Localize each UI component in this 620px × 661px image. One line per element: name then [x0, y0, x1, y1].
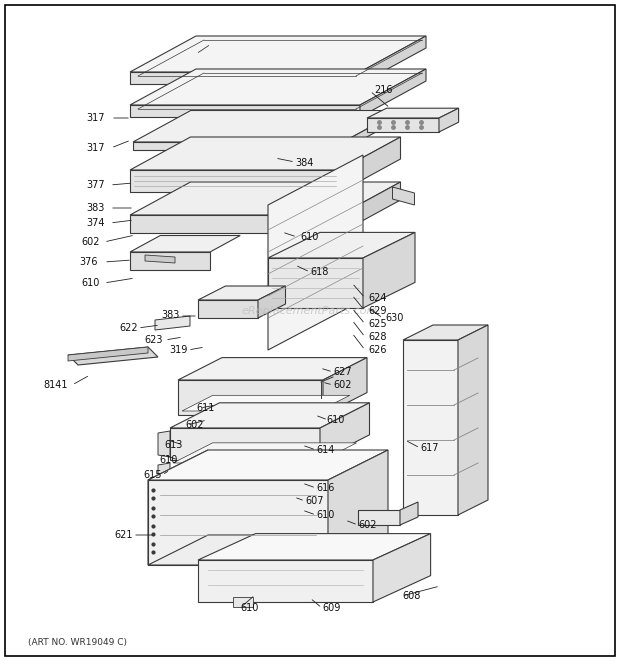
Text: 317: 317: [87, 113, 105, 123]
Text: 602: 602: [358, 520, 376, 530]
Polygon shape: [130, 72, 360, 84]
Polygon shape: [130, 69, 426, 105]
Polygon shape: [403, 325, 488, 340]
Polygon shape: [130, 105, 360, 117]
Text: 376: 376: [79, 257, 98, 267]
Polygon shape: [130, 137, 401, 170]
Polygon shape: [392, 187, 415, 205]
Text: 626: 626: [368, 345, 386, 355]
Polygon shape: [130, 235, 241, 252]
Polygon shape: [233, 597, 253, 607]
Text: 374: 374: [87, 218, 105, 228]
Polygon shape: [340, 137, 401, 192]
Polygon shape: [439, 108, 459, 132]
Polygon shape: [178, 358, 367, 380]
Polygon shape: [68, 347, 158, 365]
Text: 602: 602: [333, 380, 352, 390]
Text: 383: 383: [87, 203, 105, 213]
Text: 8141: 8141: [43, 380, 68, 390]
Text: 610: 610: [300, 232, 319, 242]
Polygon shape: [133, 110, 401, 142]
Text: 608: 608: [402, 591, 420, 601]
Polygon shape: [148, 450, 388, 480]
Polygon shape: [328, 450, 388, 565]
Text: 317: 317: [87, 143, 105, 153]
Text: 611: 611: [196, 403, 215, 413]
Text: 618: 618: [310, 267, 329, 277]
Polygon shape: [155, 316, 190, 330]
Polygon shape: [400, 502, 418, 525]
Polygon shape: [130, 182, 401, 215]
Polygon shape: [158, 431, 170, 457]
Text: 610: 610: [82, 278, 100, 288]
Polygon shape: [198, 300, 258, 318]
Polygon shape: [320, 403, 370, 460]
Text: 216: 216: [374, 85, 392, 95]
Polygon shape: [458, 325, 488, 515]
Polygon shape: [130, 170, 340, 192]
Polygon shape: [133, 142, 343, 150]
Text: 384: 384: [295, 158, 313, 168]
Text: 614: 614: [316, 445, 334, 455]
Polygon shape: [373, 533, 431, 602]
Text: 383: 383: [162, 310, 180, 320]
Text: 630: 630: [385, 313, 404, 323]
Polygon shape: [148, 450, 208, 565]
Polygon shape: [198, 560, 373, 602]
Polygon shape: [170, 403, 370, 428]
Polygon shape: [403, 340, 458, 515]
Polygon shape: [198, 286, 285, 300]
Polygon shape: [268, 258, 363, 308]
Polygon shape: [198, 533, 431, 560]
Polygon shape: [367, 108, 459, 118]
Text: 621: 621: [115, 530, 133, 540]
Text: 602: 602: [81, 237, 100, 247]
Text: 624: 624: [368, 293, 386, 303]
Polygon shape: [130, 215, 340, 233]
Text: eReplacementParts.com: eReplacementParts.com: [242, 305, 378, 315]
Polygon shape: [258, 286, 285, 318]
Text: 628: 628: [368, 332, 386, 342]
Text: 613: 613: [165, 440, 183, 450]
Polygon shape: [148, 535, 388, 565]
Text: 610: 610: [326, 415, 344, 425]
Text: 602: 602: [185, 420, 203, 430]
Polygon shape: [182, 395, 350, 411]
Text: 623: 623: [144, 335, 163, 345]
Text: 377: 377: [86, 180, 105, 190]
Text: 625: 625: [368, 319, 387, 329]
Text: 627: 627: [333, 367, 352, 377]
Polygon shape: [173, 443, 356, 463]
Polygon shape: [130, 252, 210, 270]
Text: 622: 622: [120, 323, 138, 333]
Text: 617: 617: [420, 443, 438, 453]
Text: 616: 616: [316, 483, 334, 493]
Polygon shape: [360, 69, 426, 117]
Polygon shape: [170, 428, 320, 460]
Polygon shape: [268, 233, 415, 258]
Text: 610: 610: [159, 455, 178, 465]
Polygon shape: [343, 110, 401, 150]
Polygon shape: [323, 358, 367, 415]
Polygon shape: [340, 182, 401, 233]
Text: 610: 610: [240, 603, 259, 613]
Text: 609: 609: [322, 603, 340, 613]
Polygon shape: [148, 480, 328, 565]
Text: 610: 610: [316, 510, 334, 520]
Polygon shape: [363, 233, 415, 308]
Polygon shape: [360, 36, 426, 84]
Text: 319: 319: [170, 345, 188, 355]
Text: 629: 629: [368, 306, 386, 316]
Text: 607: 607: [305, 496, 324, 506]
Polygon shape: [158, 463, 170, 474]
Polygon shape: [68, 347, 148, 361]
Polygon shape: [367, 118, 439, 132]
Text: (ART NO. WR19049 C): (ART NO. WR19049 C): [28, 639, 127, 648]
Text: 615: 615: [143, 470, 162, 480]
Polygon shape: [130, 36, 426, 72]
Polygon shape: [268, 155, 363, 350]
Polygon shape: [145, 255, 175, 263]
Polygon shape: [358, 510, 400, 525]
Polygon shape: [178, 380, 323, 415]
